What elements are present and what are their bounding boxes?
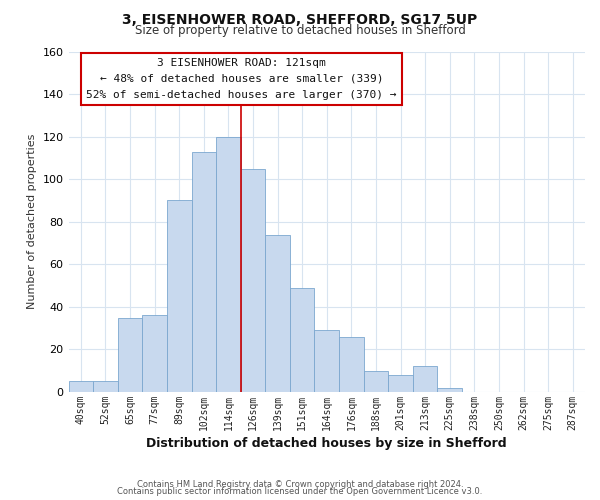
Bar (142, 316, 167, 392)
Text: Contains HM Land Registry data © Crown copyright and database right 2024.: Contains HM Land Registry data © Crown c… (137, 480, 463, 489)
Bar (241, 168, 265, 392)
Bar (191, 152, 216, 392)
X-axis label: Distribution of detached houses by size in Shefford: Distribution of detached houses by size … (146, 437, 507, 450)
Text: Size of property relative to detached houses in Shefford: Size of property relative to detached ho… (134, 24, 466, 37)
Bar (437, 388, 462, 392)
Bar (118, 318, 142, 392)
Text: Contains public sector information licensed under the Open Government Licence v3: Contains public sector information licen… (118, 488, 482, 496)
Bar (388, 375, 413, 392)
Bar (364, 370, 388, 392)
Bar (265, 234, 290, 392)
Bar (167, 200, 191, 392)
Y-axis label: Number of detached properties: Number of detached properties (27, 134, 37, 310)
Bar (339, 336, 364, 392)
Text: 3 EISENHOWER ROAD: 121sqm
← 48% of detached houses are smaller (339)
52% of semi: 3 EISENHOWER ROAD: 121sqm ← 48% of detac… (86, 58, 397, 100)
Text: 3, EISENHOWER ROAD, SHEFFORD, SG17 5UP: 3, EISENHOWER ROAD, SHEFFORD, SG17 5UP (122, 12, 478, 26)
Bar (413, 366, 437, 392)
Bar (314, 330, 339, 392)
Bar (216, 136, 241, 392)
Bar (68, 382, 93, 392)
Bar (93, 382, 118, 392)
Bar (290, 288, 314, 392)
